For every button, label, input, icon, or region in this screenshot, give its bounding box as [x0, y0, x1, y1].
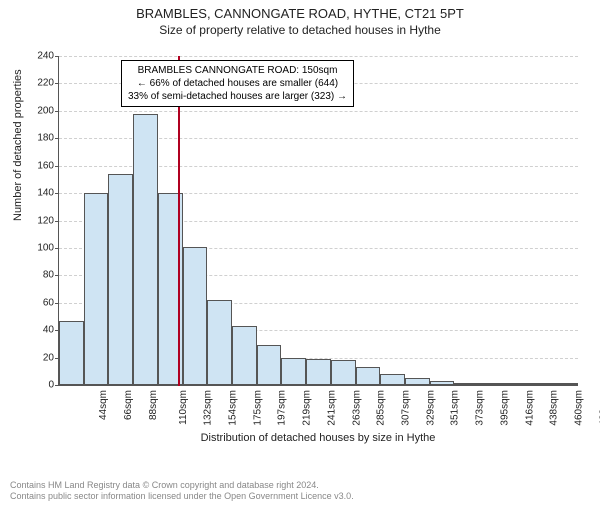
- ytick-label: 200: [24, 105, 54, 116]
- histogram-bar: [59, 321, 84, 385]
- y-axis-label: Number of detached properties: [12, 69, 24, 221]
- xtick-label: 329sqm: [425, 390, 436, 426]
- histogram-bar: [331, 360, 356, 385]
- xtick-label: 154sqm: [228, 390, 239, 426]
- gridline: [59, 111, 578, 112]
- histogram-bar: [553, 383, 578, 385]
- ytick-mark: [55, 385, 59, 386]
- footer-attribution: Contains HM Land Registry data © Crown c…: [10, 480, 354, 502]
- ytick-mark: [55, 275, 59, 276]
- annotation-line: BRAMBLES CANNONGATE ROAD: 150sqm: [128, 64, 347, 77]
- histogram-bar: [257, 345, 282, 385]
- footer-line1: Contains HM Land Registry data © Crown c…: [10, 480, 354, 491]
- xtick-label: 241sqm: [326, 390, 337, 426]
- x-axis-label: Distribution of detached houses by size …: [58, 432, 578, 444]
- ytick-mark: [55, 221, 59, 222]
- ytick-label: 100: [24, 242, 54, 253]
- ytick-mark: [55, 248, 59, 249]
- histogram-bar: [504, 383, 529, 385]
- xtick-label: 438sqm: [549, 390, 560, 426]
- xtick-label: 219sqm: [302, 390, 313, 426]
- gridline: [59, 56, 578, 57]
- xtick-label: 132sqm: [203, 390, 214, 426]
- histogram-bar: [380, 374, 405, 385]
- ytick-mark: [55, 166, 59, 167]
- chart-area: Number of detached properties BRAMBLES C…: [58, 56, 578, 426]
- histogram-bar: [232, 326, 257, 385]
- histogram-bar: [306, 359, 331, 385]
- xtick-label: 197sqm: [277, 390, 288, 426]
- histogram-bar: [183, 247, 208, 385]
- ytick-label: 20: [24, 352, 54, 363]
- annotation-line: ← 66% of detached houses are smaller (64…: [128, 77, 347, 90]
- xtick-label: 88sqm: [148, 390, 159, 420]
- xtick-label: 373sqm: [475, 390, 486, 426]
- ytick-label: 120: [24, 215, 54, 226]
- xtick-label: 66sqm: [123, 390, 134, 420]
- ytick-mark: [55, 138, 59, 139]
- histogram-bar: [133, 114, 158, 385]
- ytick-label: 40: [24, 325, 54, 336]
- ytick-mark: [55, 56, 59, 57]
- ytick-mark: [55, 193, 59, 194]
- ytick-mark: [55, 303, 59, 304]
- histogram-bar: [529, 383, 554, 385]
- xtick-label: 263sqm: [351, 390, 362, 426]
- ytick-label: 60: [24, 297, 54, 308]
- histogram-bar: [207, 300, 232, 385]
- ytick-mark: [55, 83, 59, 84]
- ytick-label: 240: [24, 51, 54, 62]
- xtick-label: 175sqm: [252, 390, 263, 426]
- annotation-line: 33% of semi-detached houses are larger (…: [128, 90, 347, 103]
- ytick-mark: [55, 111, 59, 112]
- ytick-label: 220: [24, 78, 54, 89]
- xtick-label: 285sqm: [376, 390, 387, 426]
- histogram-bar: [108, 174, 133, 385]
- xtick-label: 110sqm: [177, 390, 188, 425]
- histogram-bar: [356, 367, 381, 385]
- xtick-label: 460sqm: [574, 390, 585, 426]
- histogram-bar: [405, 378, 430, 385]
- ytick-label: 180: [24, 133, 54, 144]
- chart-title: BRAMBLES, CANNONGATE ROAD, HYTHE, CT21 5…: [0, 6, 600, 21]
- xtick-label: 395sqm: [499, 390, 510, 426]
- ytick-label: 80: [24, 270, 54, 281]
- ytick-label: 160: [24, 160, 54, 171]
- plot-region: BRAMBLES CANNONGATE ROAD: 150sqm← 66% of…: [58, 56, 578, 386]
- histogram-bar: [479, 383, 504, 385]
- footer-line2: Contains public sector information licen…: [10, 491, 354, 502]
- histogram-bar: [454, 383, 479, 385]
- histogram-bar: [430, 381, 455, 385]
- ytick-label: 140: [24, 188, 54, 199]
- annotation-box: BRAMBLES CANNONGATE ROAD: 150sqm← 66% of…: [121, 60, 354, 107]
- xtick-label: 307sqm: [401, 390, 412, 426]
- xtick-label: 351sqm: [450, 390, 461, 426]
- histogram-bar: [84, 193, 109, 385]
- xtick-label: 416sqm: [524, 390, 535, 426]
- ytick-label: 0: [24, 380, 54, 391]
- histogram-bar: [281, 358, 306, 385]
- chart-subtitle: Size of property relative to detached ho…: [0, 23, 600, 37]
- xtick-label: 44sqm: [98, 390, 109, 420]
